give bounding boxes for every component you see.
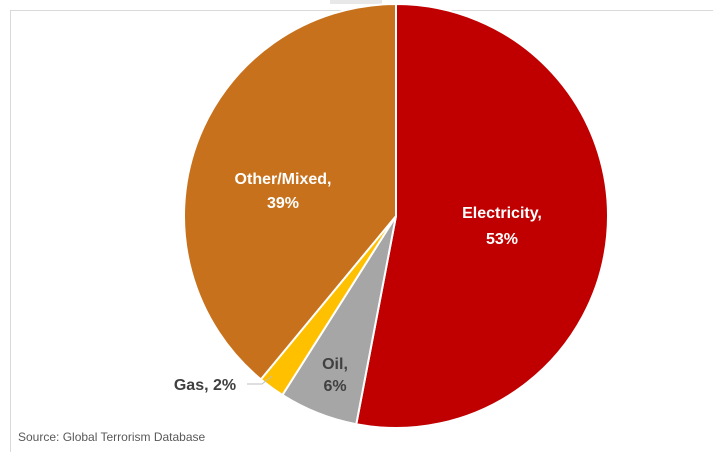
data-label-gas: Gas, 2% — [174, 377, 236, 394]
data-label-value-electricity: 53% — [486, 231, 518, 248]
data-label-value-oil: 6% — [323, 378, 346, 395]
pie-slice-other-mixed — [183, 2, 397, 381]
data-label-other-mixed: Other/Mixed, — [235, 171, 332, 188]
source-note: Source: Global Terrorism Database — [18, 430, 206, 444]
pie-slice-electricity — [355, 2, 609, 429]
data-label-oil: Oil, — [322, 356, 348, 373]
data-label-value-other-mixed: 39% — [267, 195, 299, 212]
title-fragment — [330, 0, 382, 4]
leader-line-gas — [247, 375, 273, 385]
data-label-electricity: Electricity, — [462, 205, 542, 222]
